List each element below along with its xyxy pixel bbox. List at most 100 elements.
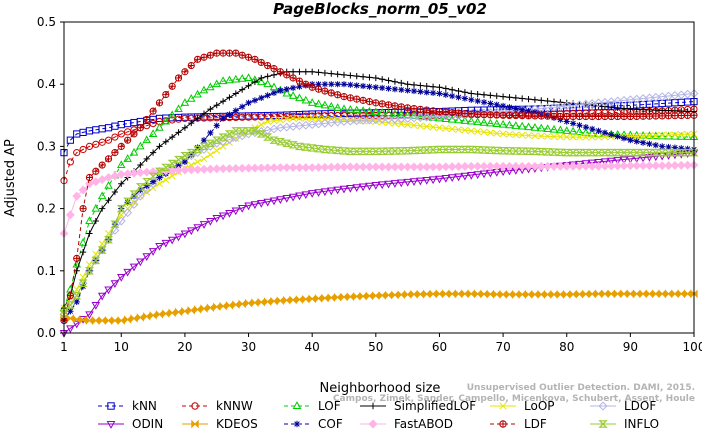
data-point	[614, 133, 621, 140]
data-point	[530, 122, 540, 131]
series-kdeos	[60, 289, 698, 325]
data-point	[442, 108, 450, 116]
data-point	[218, 133, 228, 141]
data-point	[86, 230, 93, 237]
data-point	[162, 176, 170, 184]
data-point	[136, 258, 145, 267]
data-point	[652, 106, 659, 114]
data-point	[237, 127, 247, 135]
data-point	[191, 402, 199, 410]
data-point	[345, 116, 355, 126]
data-point	[180, 152, 190, 160]
data-point	[664, 289, 673, 299]
data-point	[487, 100, 494, 107]
data-point	[296, 114, 303, 122]
data-point	[441, 145, 451, 154]
data-point	[659, 143, 666, 150]
data-point	[136, 313, 144, 322]
data-point	[368, 419, 378, 429]
data-point	[194, 305, 202, 314]
data-point	[657, 131, 667, 140]
data-point	[283, 71, 291, 79]
data-point	[288, 163, 298, 172]
data-point	[598, 420, 608, 428]
data-point	[645, 289, 654, 299]
data-point	[651, 161, 661, 171]
data-point	[359, 291, 367, 301]
data-point	[582, 124, 589, 131]
data-point	[154, 167, 165, 175]
legend-item-lof: LOF	[284, 399, 341, 413]
data-point	[129, 200, 139, 209]
data-point	[124, 199, 131, 206]
data-point	[181, 68, 189, 76]
data-point	[327, 293, 335, 302]
data-point	[614, 112, 622, 121]
data-point	[301, 163, 311, 172]
data-point	[167, 236, 177, 245]
data-point	[606, 161, 616, 171]
data-point	[689, 148, 699, 157]
data-point	[358, 115, 368, 125]
data-point	[409, 146, 419, 155]
data-point	[422, 112, 431, 121]
data-point	[78, 238, 88, 246]
data-point	[173, 155, 184, 164]
data-point	[415, 113, 425, 123]
data-point	[143, 188, 151, 196]
data-point	[506, 130, 513, 138]
data-point	[130, 198, 138, 206]
data-point	[576, 133, 583, 141]
data-point	[486, 129, 494, 137]
data-point	[358, 147, 368, 156]
data-point	[466, 161, 476, 171]
data-point	[493, 101, 500, 108]
data-point	[588, 289, 596, 299]
data-point	[92, 316, 100, 325]
data-point	[676, 148, 686, 157]
data-point	[428, 112, 438, 122]
data-point	[468, 96, 475, 103]
data-point	[212, 79, 221, 88]
data-point	[416, 122, 424, 130]
data-point	[110, 171, 120, 181]
legend-item-simplifiedlof: SimplifiedLOF	[360, 399, 476, 413]
data-point	[531, 96, 539, 103]
data-point	[587, 128, 597, 137]
data-point	[327, 187, 336, 196]
data-point	[651, 92, 661, 102]
data-point	[369, 402, 377, 410]
data-point	[219, 49, 227, 57]
data-point	[423, 123, 431, 130]
data-point	[632, 161, 642, 171]
data-point	[575, 127, 584, 136]
data-point	[441, 162, 451, 172]
data-point	[334, 71, 341, 78]
data-point	[479, 146, 489, 154]
data-point	[644, 148, 655, 157]
data-point	[104, 286, 113, 295]
data-point	[504, 147, 515, 155]
x-axis-label: Neighborhood size	[320, 381, 441, 396]
credit-line-1: Unsupervised Outlier Detection. DAMI, 20…	[467, 383, 695, 393]
data-point	[104, 136, 113, 144]
legend-item-ldf: LDF	[490, 417, 547, 431]
data-point	[671, 144, 679, 151]
data-point	[677, 131, 685, 138]
data-point	[384, 101, 393, 109]
data-point	[301, 95, 311, 104]
data-point	[677, 111, 685, 120]
data-point	[480, 289, 488, 299]
data-point	[199, 85, 209, 94]
data-point	[391, 102, 399, 110]
data-point	[372, 74, 379, 82]
data-point	[200, 53, 208, 61]
data-point	[130, 314, 138, 323]
data-point	[486, 111, 494, 119]
data-point	[143, 115, 151, 124]
data-point	[652, 289, 660, 299]
data-point	[333, 103, 342, 111]
data-point	[313, 145, 324, 153]
data-point	[239, 103, 246, 110]
data-point	[544, 112, 552, 120]
